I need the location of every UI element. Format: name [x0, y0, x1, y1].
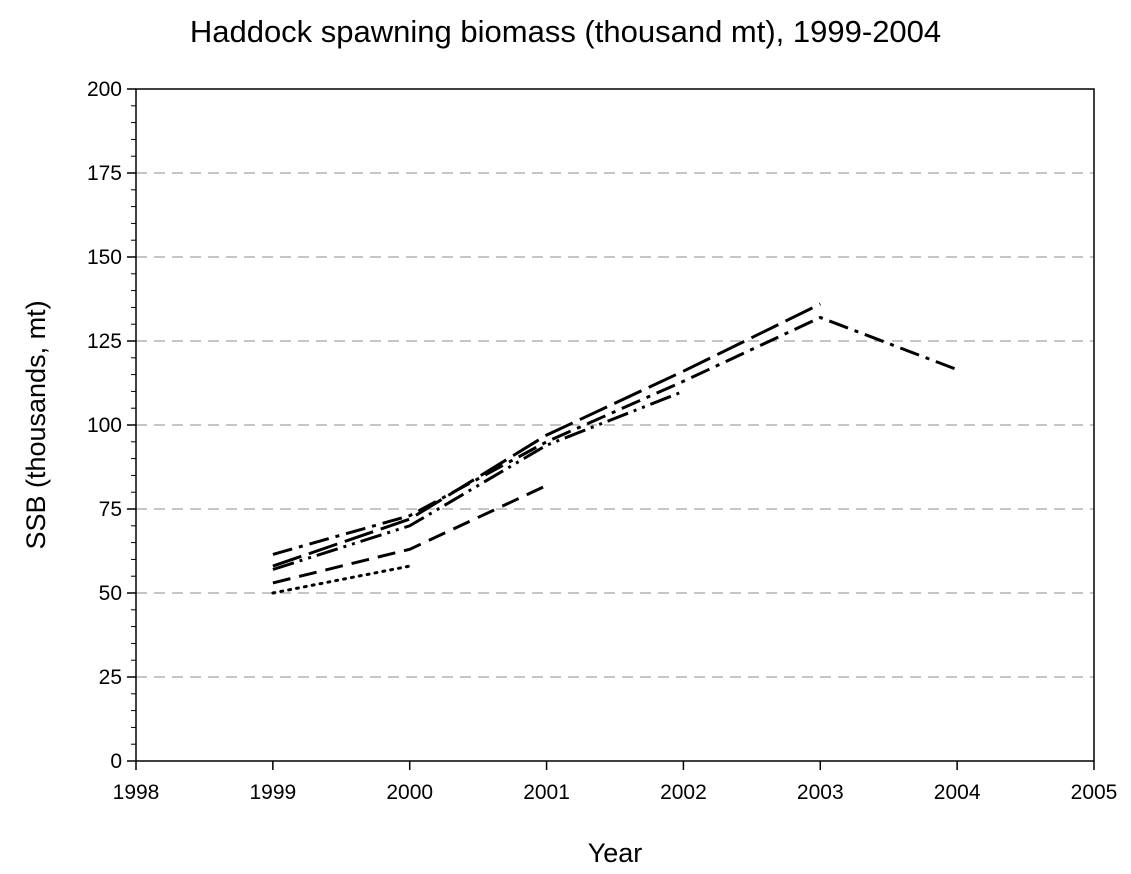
- x-tick-label: 2000: [386, 781, 433, 804]
- y-tick-label: 200: [87, 78, 122, 101]
- x-tick-label: 1998: [113, 781, 160, 804]
- series-line-3: [272, 390, 684, 571]
- y-tick-label: 175: [87, 162, 122, 185]
- series-line-1: [271, 564, 412, 595]
- series-line-2: [272, 484, 548, 585]
- x-axis-title: Year: [588, 838, 643, 868]
- series-lines: [271, 302, 958, 595]
- x-tick-label: 2002: [660, 781, 707, 804]
- y-tick-label: 100: [87, 414, 122, 437]
- y-tick-label: 75: [99, 498, 122, 521]
- y-tick-label: 0: [110, 750, 122, 773]
- series-line-5: [272, 315, 958, 556]
- x-tick-label: 2005: [1071, 781, 1118, 804]
- series-line-4: [272, 302, 821, 568]
- y-tick-label: 125: [87, 330, 122, 353]
- y-axis-title: SSB (thousands, mt): [21, 300, 51, 549]
- x-tick-label: 1999: [249, 781, 296, 804]
- y-tick-label: 150: [87, 246, 122, 269]
- x-tick-label: 2003: [797, 781, 844, 804]
- x-tick-label: 2001: [523, 781, 570, 804]
- y-tick-label: 25: [99, 666, 122, 689]
- x-tick-label: 2004: [934, 781, 981, 804]
- chart-title: Haddock spawning biomass (thousand mt), …: [189, 14, 942, 49]
- y-tick-label: 50: [99, 582, 122, 605]
- gridlines: [136, 172, 1094, 678]
- axis-ticks: 0 25 50 75 100 125 150 175 200 1998 1999 2000 2001 20…: [87, 78, 1117, 804]
